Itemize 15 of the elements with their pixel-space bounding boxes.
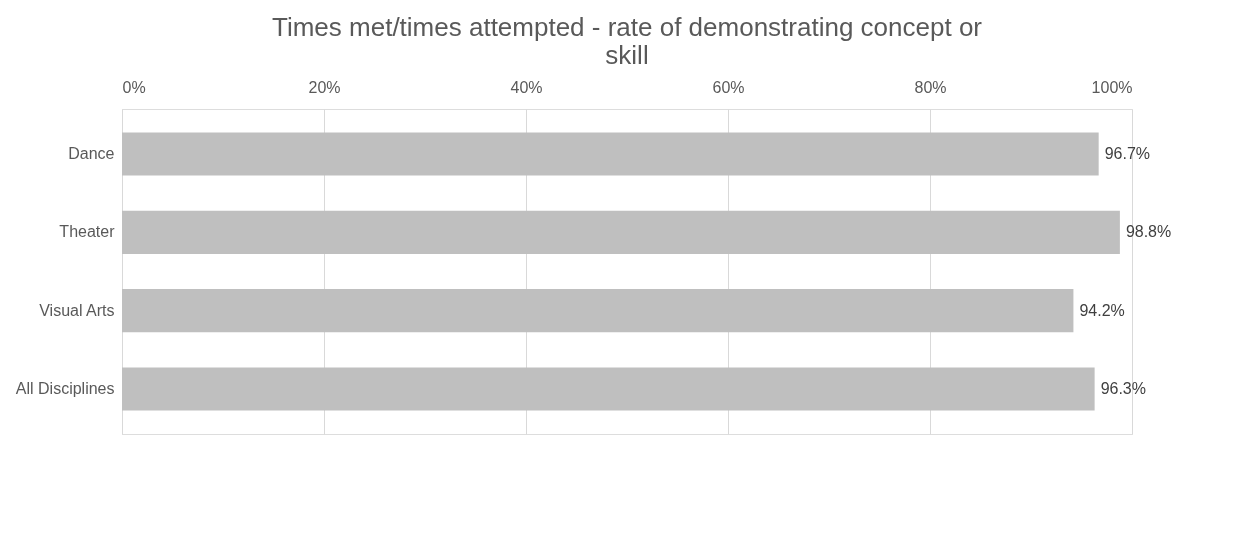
- data-label: 96.7%: [1104, 145, 1151, 163]
- x-tick-label: 20%: [308, 78, 341, 96]
- chart-title: Times met/times attempted - rate of demonstrating concept or skill: [272, 12, 983, 70]
- x-tick-label: 0%: [122, 78, 146, 96]
- y-tick-label: All Disciplines: [15, 379, 115, 397]
- x-tick-label: 80%: [914, 78, 947, 96]
- y-tick-label: Theater: [59, 223, 116, 241]
- x-tick-label: 40%: [510, 78, 543, 96]
- data-label: 96.3%: [1100, 379, 1147, 397]
- x-tick-label: 60%: [712, 78, 745, 96]
- y-tick-label: Visual Arts: [39, 301, 115, 319]
- data-label: 98.8%: [1125, 223, 1172, 241]
- data-label: 94.2%: [1079, 301, 1125, 319]
- x-tick-label: 100%: [1091, 78, 1133, 96]
- y-tick-label: Dance: [68, 145, 115, 163]
